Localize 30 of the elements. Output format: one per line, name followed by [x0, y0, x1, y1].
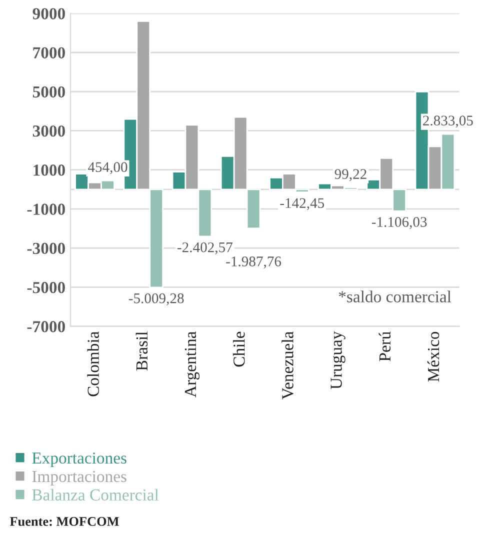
y-tick-label: 9000 — [32, 8, 65, 20]
x-tick-label: Uruguay — [330, 331, 346, 390]
data-label: -2.402,57 — [178, 242, 232, 254]
data-label: -5.009,28 — [128, 293, 184, 306]
legend-label: Exportaciones — [32, 452, 126, 468]
data-label: 454,00 — [88, 162, 128, 174]
data-label: 99,22 — [334, 169, 366, 182]
data-label: -1.106,03 — [372, 217, 427, 229]
x-tick-label: Venezuela — [282, 331, 294, 400]
y-tick-label: 3000 — [32, 125, 65, 137]
x-tick-label: Colombia — [87, 331, 99, 396]
y-tick-label: -3000 — [27, 242, 65, 254]
x-tick-label: Perú — [378, 331, 391, 362]
data-label: -1.987,76 — [226, 256, 282, 268]
y-tick-label: -7000 — [27, 321, 65, 332]
x-tick-label: Argentina — [184, 331, 200, 398]
legend-label: Balanza Comercial — [32, 488, 159, 501]
data-label: -142,45 — [280, 198, 324, 210]
y-tick-label: -5000 — [27, 282, 65, 294]
x-tick-label: Chile — [233, 332, 245, 367]
y-tick-label: 1000 — [34, 164, 65, 176]
legend-label: Importaciones — [32, 470, 126, 486]
y-tick-label: 5000 — [32, 86, 65, 98]
x-tick-label: México — [427, 332, 440, 382]
source-note: Fuente: MOFCOM — [10, 517, 119, 526]
y-tick-label: 7000 — [33, 47, 65, 58]
x-tick-label: Brasil — [136, 332, 148, 371]
data-label: 2.833,05 — [423, 116, 473, 128]
y-tick-label: -1000 — [27, 204, 65, 215]
annotation: *saldo comercial — [338, 290, 452, 302]
